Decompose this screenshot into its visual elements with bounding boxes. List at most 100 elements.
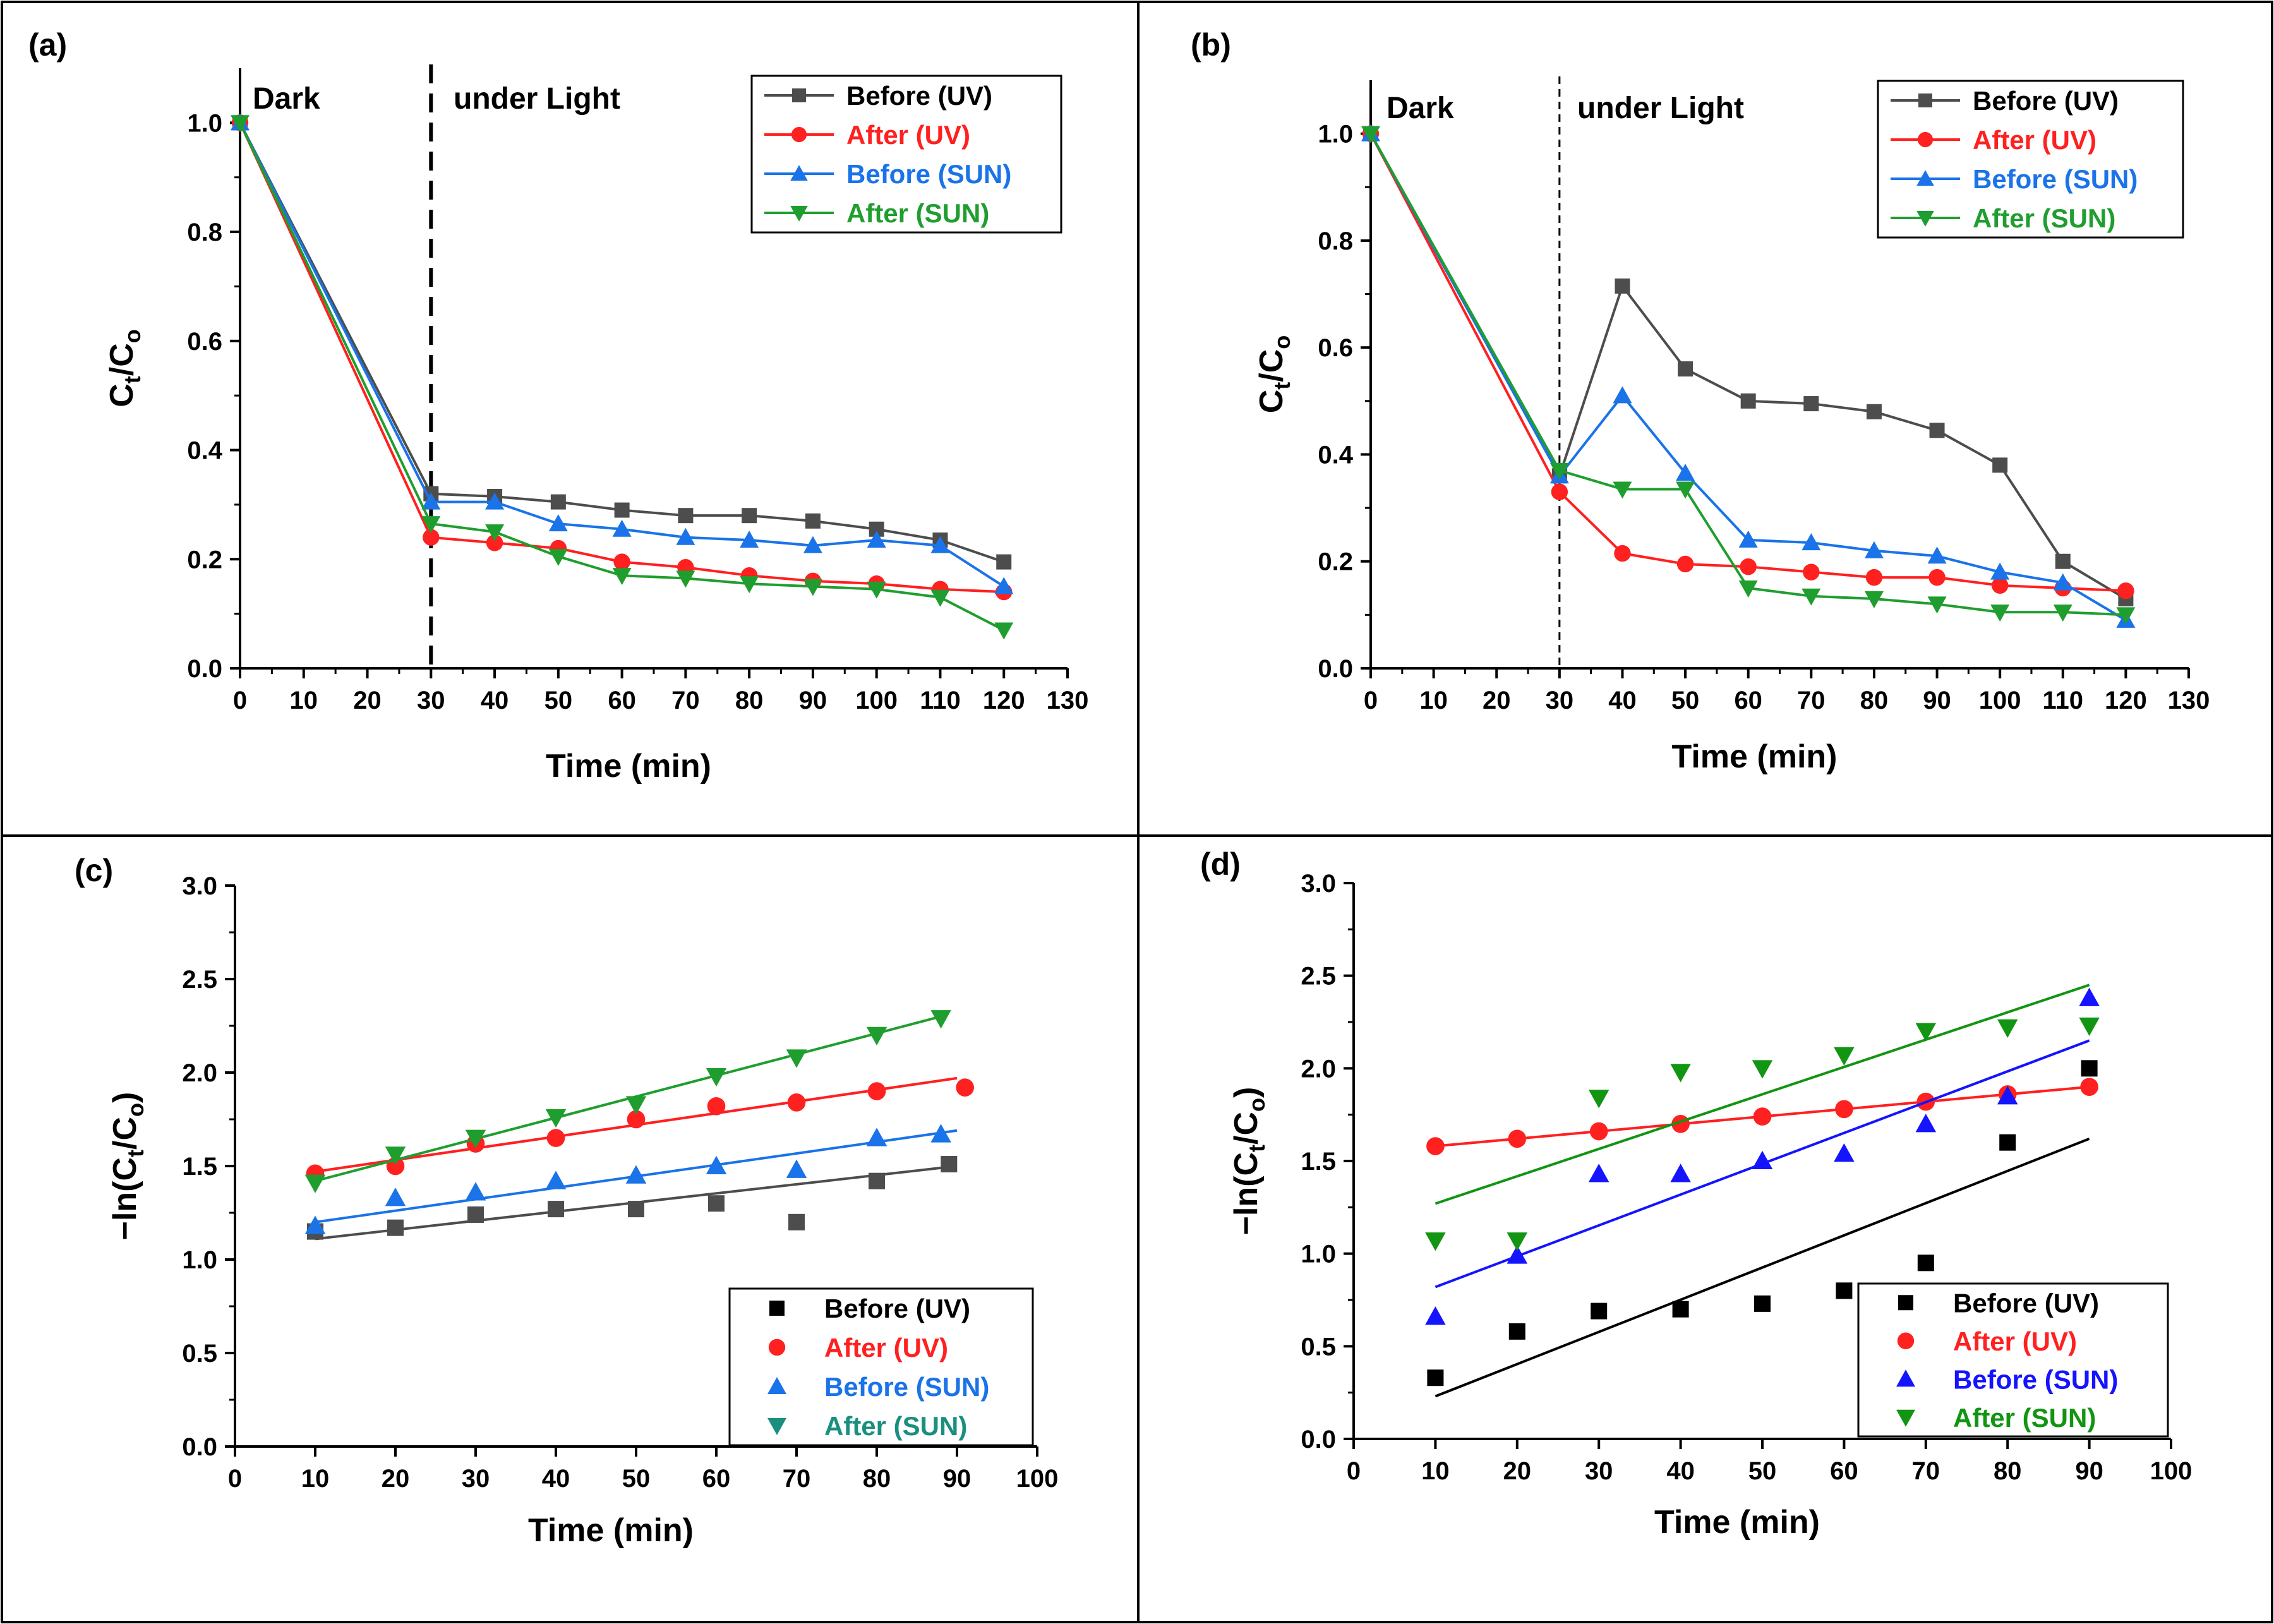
data-point	[387, 1219, 404, 1236]
data-point	[1752, 1150, 1773, 1169]
x-tick-label: 110	[920, 687, 961, 714]
data-point	[612, 519, 632, 537]
legend-marker	[767, 1377, 786, 1394]
data-point	[1991, 577, 2009, 594]
x-tick-label: 100	[1016, 1465, 1059, 1493]
legend: Before (UV) After (UV) Before (SUN) After (…	[728, 1287, 1034, 1447]
y-tick-label: 0.6	[1318, 334, 1353, 362]
x-tick-label: 50	[544, 687, 573, 714]
legend-marker	[790, 165, 808, 181]
legend-marker	[1897, 1332, 1915, 1349]
x-tick-label: 20	[382, 1465, 410, 1493]
data-point	[1613, 386, 1632, 404]
panel-label: (c)	[75, 853, 113, 888]
legend-label: Before (SUN)	[1973, 164, 2138, 194]
data-point	[1915, 1114, 1937, 1133]
data-point	[2053, 573, 2072, 591]
data-point	[866, 1026, 887, 1046]
legend-label: After (UV)	[846, 120, 970, 150]
data-point	[676, 527, 695, 545]
series-before-sun	[304, 1124, 958, 1234]
y-tick-label: 1.0	[187, 109, 222, 137]
data-point	[1803, 563, 1820, 580]
y-tick-label: 0.0	[1318, 655, 1353, 683]
x-tick-label: 30	[417, 687, 445, 714]
data-point	[1915, 1023, 1937, 1042]
fit-line	[1435, 983, 2090, 1205]
data-point	[1508, 1323, 1525, 1340]
x-tick-label: 50	[1671, 687, 1700, 714]
data-point	[994, 577, 1014, 594]
data-point	[869, 1172, 885, 1189]
legend: Before (UV) After (UV) Before (SUN) After (…	[1857, 1282, 2169, 1438]
x-tick-label: 80	[1860, 687, 1889, 714]
data-point	[465, 1182, 486, 1201]
y-tick-label: 0.8	[187, 219, 222, 246]
y-tick-label: 2.5	[1301, 963, 1336, 990]
y-tick-label: 1.5	[182, 1153, 217, 1181]
data-point	[1927, 596, 1947, 614]
data-point	[1672, 1301, 1689, 1318]
data-point	[1997, 1086, 2018, 1105]
data-point	[1615, 278, 1630, 294]
series-before-sun	[1425, 987, 2100, 1325]
x-tick-label: 40	[1666, 1457, 1695, 1485]
legend-label: After (UV)	[1953, 1326, 2077, 1356]
y-tick-label: 0.0	[1301, 1426, 1336, 1453]
x-axis-title: Time (min)	[546, 748, 711, 785]
legend-label: Before (UV)	[824, 1294, 970, 1323]
data-point	[1670, 1064, 1691, 1083]
y-tick-label: 0.5	[182, 1340, 217, 1368]
data-point	[941, 1156, 958, 1173]
data-point	[866, 1128, 887, 1146]
data-point	[1917, 1254, 1934, 1272]
x-tick-label: 100	[1979, 687, 2021, 714]
series-after-uv	[306, 1076, 974, 1183]
y-tick-label: 1.5	[1301, 1148, 1336, 1176]
data-point	[1834, 1143, 1855, 1162]
x-tick-label: 50	[622, 1465, 651, 1493]
data-point	[1754, 1295, 1771, 1312]
legend-marker	[1917, 131, 1934, 148]
legend: Before (UV) After (UV) Before (SUN) After (…	[1877, 80, 2184, 239]
y-tick-label: 0.0	[182, 1433, 217, 1461]
x-tick-label: 10	[290, 687, 318, 714]
data-point	[2055, 553, 2071, 569]
x-tick-label: 20	[1503, 1457, 1532, 1485]
x-tick-label: 10	[1421, 1457, 1450, 1485]
x-tick-label: 40	[1608, 687, 1637, 714]
x-tick-label: 30	[1546, 687, 1574, 714]
x-tick-label: 90	[943, 1465, 972, 1493]
y-axis-title: Ct/Co	[1253, 335, 1295, 414]
region-label-light: under Light	[1577, 92, 1744, 125]
data-point	[423, 529, 440, 546]
panel-b: (b) 0 10 20 30 40 50 60 70 80 90 100 110 120 130 0.0 0.2…	[1191, 27, 2210, 775]
legend-marker	[769, 1301, 785, 1316]
data-point	[740, 576, 759, 594]
data-point	[2053, 604, 2072, 622]
data-point	[1738, 580, 1758, 598]
data-point	[304, 1215, 326, 1234]
x-tick-label: 60	[702, 1465, 731, 1493]
data-point	[385, 1146, 406, 1165]
data-point	[628, 1201, 644, 1218]
y-tick-label: 1.0	[1318, 121, 1353, 148]
data-point	[1866, 404, 1882, 419]
series-after-uv	[231, 114, 1013, 601]
x-tick-label: 80	[735, 687, 764, 714]
x-tick-label: 60	[1734, 687, 1762, 714]
series-before-sun	[231, 113, 1014, 594]
panel-d: (d) 0 10 20 30 40 50 60 70 80 90 100 0.0 0.5 1.0 1.5 2.0…	[1200, 846, 2192, 1541]
y-tick-label: 0.2	[1318, 548, 1353, 576]
data-point	[1864, 541, 1884, 558]
data-point	[613, 553, 630, 570]
data-point	[1507, 1232, 1528, 1251]
y-tick-label: 3.0	[1301, 870, 1336, 898]
region-label-dark: Dark	[1387, 92, 1454, 125]
data-point	[1802, 533, 1821, 551]
data-point	[1425, 1306, 1446, 1325]
data-point	[467, 1206, 484, 1223]
y-tick-label: 0.0	[187, 655, 222, 683]
x-tick-label: 30	[462, 1465, 490, 1493]
data-point	[803, 536, 822, 553]
